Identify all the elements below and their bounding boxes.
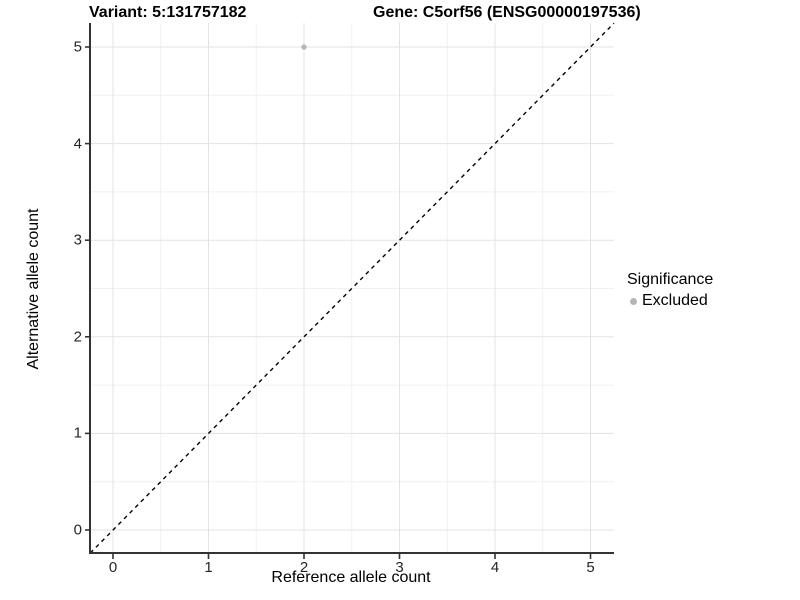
legend: Significance Excluded: [627, 270, 713, 310]
y-tick-label: 2: [73, 328, 82, 346]
x-tick-label: 1: [204, 559, 213, 576]
y-axis-label: Alternative allele count: [25, 208, 42, 370]
y-tick-label: 4: [73, 135, 82, 153]
plot-title-gene: Gene: C5orf56 (ENSG00000197536): [373, 4, 641, 21]
plot-title-variant: Variant: 5:131757182: [89, 4, 247, 21]
x-tick-label: 3: [395, 559, 404, 576]
data-point: [301, 44, 307, 50]
legend-point-icon: [630, 297, 637, 305]
y-tick-label: 0: [73, 521, 82, 539]
x-tick-label: 0: [108, 559, 118, 576]
legend-item-excluded: Excluded: [627, 292, 713, 310]
x-tick-label: 2: [299, 559, 309, 576]
legend-item-label: Excluded: [642, 292, 708, 309]
x-axis-label: Reference allele count: [271, 569, 431, 586]
y-tick-label: 3: [73, 231, 82, 249]
y-tick-label: 5: [73, 38, 82, 56]
y-tick-label: 1: [73, 424, 82, 442]
legend-title: Significance: [627, 271, 714, 288]
x-tick-label: 5: [586, 559, 595, 576]
x-tick-label: 4: [490, 559, 500, 576]
